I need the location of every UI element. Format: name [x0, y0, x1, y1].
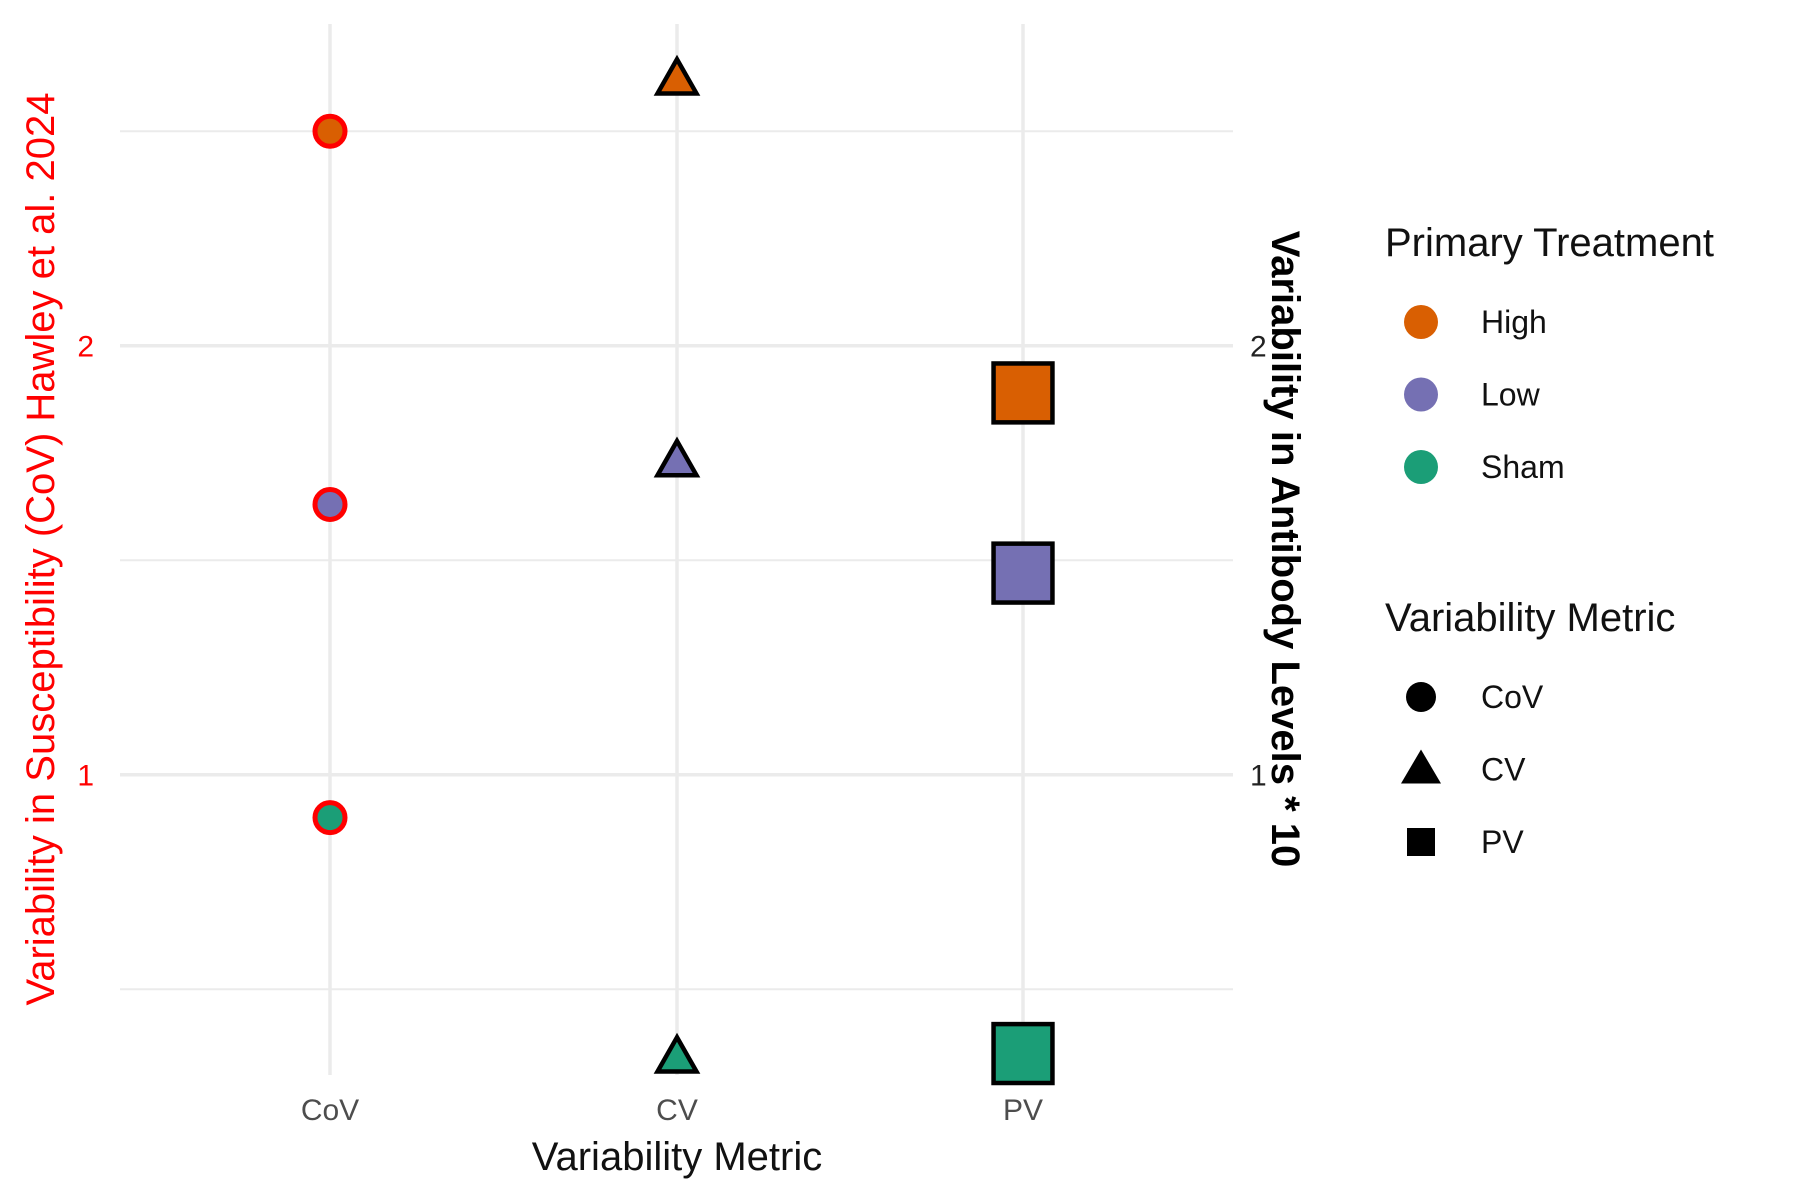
data-point-low-pv [991, 541, 1055, 605]
points-layer [312, 54, 1055, 1086]
axis-layer: Variability in Susceptibility (CoV) Hawl… [19, 93, 1307, 1180]
y-right-tick-label: 1 [1250, 760, 1267, 793]
legend-label-sham: Sham [1481, 449, 1565, 485]
data-point-sham-pv [991, 1021, 1055, 1086]
data-point-high-cov [312, 113, 348, 149]
data-point-high-pv [991, 361, 1055, 425]
legend-key-high [1404, 305, 1438, 339]
legend-key-sham [1404, 450, 1438, 484]
legend-label-pv: PV [1481, 824, 1524, 860]
y-left-tick-label: 2 [77, 331, 94, 364]
x-tick-label: CV [656, 1094, 698, 1127]
y-left-tick-label: 1 [77, 760, 94, 793]
legend-key-circle [1406, 682, 1436, 712]
x-tick-label: CoV [301, 1094, 359, 1127]
y-right-tick-label: 2 [1250, 331, 1267, 364]
legend-metric-title: Variability Metric [1385, 596, 1675, 640]
legend-key-triangle [1401, 749, 1441, 784]
y-axis-right-title: Variability in Antibody Levels * 10 [1263, 231, 1307, 868]
y-axis-left-title: Variability in Susceptibility (CoV) Hawl… [19, 93, 63, 1006]
legend-label-high: High [1481, 304, 1547, 340]
legend: Primary Treatment Variability Metric Hig… [1385, 221, 1714, 860]
data-point-low-cv [653, 436, 701, 478]
legend-treatment-title: Primary Treatment [1385, 221, 1714, 265]
legend-label-cv: CV [1481, 752, 1526, 788]
x-axis-title: Variability Metric [532, 1135, 822, 1179]
data-point-high-cv [653, 54, 701, 96]
grid-layer [120, 24, 1233, 1075]
data-point-sham-cov [312, 800, 348, 836]
data-point-sham-cv [653, 1032, 701, 1074]
data-point-low-cov [312, 486, 348, 522]
legend-label-cov: CoV [1481, 679, 1544, 715]
legend-key-low [1404, 377, 1438, 412]
x-tick-label: PV [1003, 1094, 1043, 1127]
legend-key-square [1407, 828, 1435, 856]
legend-label-low: Low [1481, 377, 1541, 413]
